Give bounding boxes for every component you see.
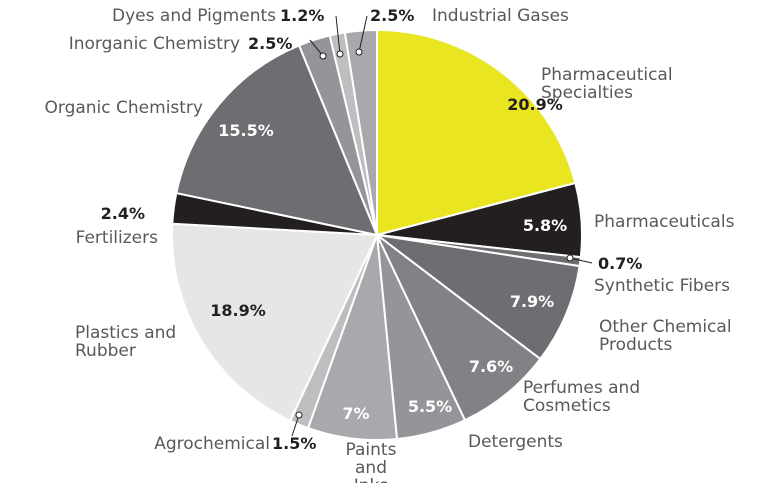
leader-line [358,15,368,53]
value-label: 0.7% [598,254,643,273]
category-label: Inorganic Chemistry [68,34,240,54]
leader-dot [319,52,327,60]
value-label: 2.5% [370,6,415,25]
leader-line [569,257,593,264]
value-label: 2.4% [100,204,145,223]
value-label: 7% [342,404,370,423]
value-label: 7.9% [509,292,555,311]
leaders [291,15,593,437]
category-label: Other Chemical Products [599,317,732,355]
category-label: Organic Chemistry [44,98,204,118]
value-label: 1.2% [280,6,325,25]
value-label: 5.5% [407,397,453,416]
slice [171,222,379,423]
value-label: 20.9% [507,95,563,114]
value-label: 15.5% [218,121,274,140]
category-label: Industrial Gases [432,6,569,26]
slice [343,28,378,236]
category-label: Agrochemical [154,434,270,454]
slice [376,234,542,422]
category-label: Dyes and Pigments [112,6,276,26]
category-label: Synthetic Fibers [594,276,731,296]
slice [175,44,379,237]
category-label: Paints and Inks [345,440,397,483]
value-label: 18.9% [210,301,266,320]
leader-dot [336,50,344,58]
slice [376,28,577,237]
value-label: 1.5% [272,434,317,453]
leader-line [335,15,341,55]
slice [376,234,581,361]
leader-dot [566,254,574,262]
category-label: Plastics and Rubber [75,323,177,361]
category-label: Fertilizers [75,228,158,248]
category-label: Perfumes and Cosmetics [523,378,641,416]
leader-dot [355,48,363,56]
value-label: 5.8% [522,216,568,235]
category-label: Pharmaceutical Specialties [541,65,673,103]
leader-dot [295,411,303,419]
leader-line [291,414,300,437]
category-label: Detergents [468,432,563,452]
value-label: 7.6% [468,357,514,376]
category-label: Pharmaceuticals [594,212,735,232]
value-label: 2.5% [248,34,293,53]
